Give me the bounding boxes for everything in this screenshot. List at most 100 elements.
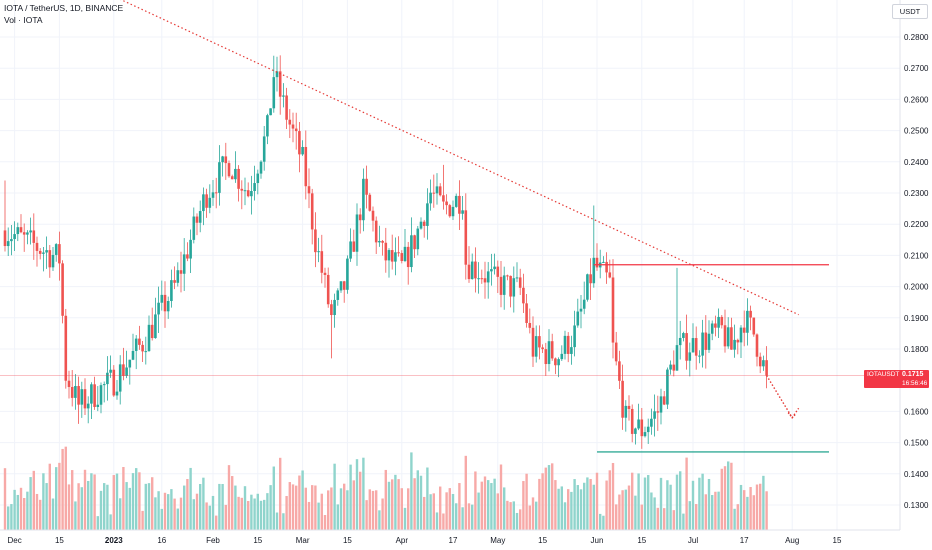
volume-bar xyxy=(691,480,695,530)
candle-body xyxy=(298,131,301,155)
volume-bar xyxy=(643,477,647,530)
candle-body xyxy=(147,324,151,352)
volume-bar xyxy=(707,478,711,530)
volume-bar xyxy=(45,483,48,530)
volume-bar xyxy=(176,508,179,530)
candle-body xyxy=(243,190,247,192)
candle-body xyxy=(602,261,605,263)
candle-body xyxy=(154,314,157,339)
candle-body xyxy=(682,333,685,338)
volume-bar xyxy=(423,496,426,530)
candle-body xyxy=(614,342,618,362)
candle-body xyxy=(755,334,759,357)
candle-body xyxy=(554,358,557,366)
candle-body xyxy=(538,336,541,348)
volume-bar xyxy=(560,486,563,530)
candle-body xyxy=(202,194,205,212)
volume-bar xyxy=(435,512,439,530)
candle-body xyxy=(573,325,576,348)
time-tick-label: Aug xyxy=(785,536,799,545)
volume-bar xyxy=(679,471,682,530)
time-tick-label: Jun xyxy=(591,536,604,545)
volume-bar xyxy=(179,497,183,530)
candle-body xyxy=(752,317,756,335)
candle-body xyxy=(710,323,714,334)
price-axis[interactable]: 0.2800 0.2700 0.2600 0.2500 0.2400 0.2300 0.22… xyxy=(904,33,929,510)
candle-body xyxy=(333,299,336,316)
candle-body xyxy=(304,146,308,187)
volume-bar xyxy=(659,477,663,530)
candle-body xyxy=(410,235,413,268)
price-tick-label: 0.2800 xyxy=(904,33,929,42)
time-tick-label: 17 xyxy=(449,536,458,545)
candle-body xyxy=(691,338,695,353)
candle-body xyxy=(566,335,570,354)
candle-body xyxy=(192,216,196,240)
candle-body xyxy=(480,278,484,280)
volume-bar xyxy=(151,477,154,530)
volume-bar xyxy=(599,513,602,530)
candle-body xyxy=(352,241,356,252)
volume-bar xyxy=(202,477,205,530)
candle-body xyxy=(83,389,87,409)
candle-body xyxy=(26,232,29,235)
volume-bar xyxy=(688,501,691,530)
candle-body xyxy=(746,310,749,333)
candle-body xyxy=(650,418,653,427)
volume-bar xyxy=(551,463,554,530)
volume-bar xyxy=(199,484,202,530)
candle-body xyxy=(688,352,692,361)
candle-body xyxy=(643,432,647,437)
volume-bar xyxy=(752,495,755,530)
volume-bar xyxy=(541,473,544,530)
candle-body xyxy=(195,216,199,223)
volume-bar xyxy=(403,507,407,530)
candle-body xyxy=(381,240,384,243)
candle-body xyxy=(307,186,311,194)
candle-body xyxy=(358,214,362,221)
volume-bar xyxy=(595,472,599,530)
volume-bar xyxy=(371,490,375,530)
volume-bar xyxy=(259,500,263,530)
time-axis[interactable]: Dec 15 2023 16 Feb 15 Mar 15 Apr 17 May 15 Jun 15 Jul 1… xyxy=(7,536,842,545)
candle-body xyxy=(291,124,295,129)
time-tick-label: 15 xyxy=(538,536,547,545)
candle-body xyxy=(416,228,420,250)
candle-body xyxy=(493,266,496,270)
candle-body xyxy=(61,263,64,316)
candle-body xyxy=(762,360,765,367)
volume-bar xyxy=(141,510,144,530)
candle-body xyxy=(38,250,42,254)
volume-bar xyxy=(432,493,435,530)
volume-bar xyxy=(503,487,506,530)
volume-bar xyxy=(733,508,736,530)
volume-bar xyxy=(714,491,717,530)
volume-bar xyxy=(282,513,285,530)
volume-bar xyxy=(570,491,573,530)
price-tick-label: 0.1400 xyxy=(904,470,929,479)
candle-body xyxy=(205,194,208,208)
volume-bar xyxy=(618,494,621,530)
time-tick-label: Apr xyxy=(396,536,409,545)
currency-button[interactable]: USDT xyxy=(892,4,928,19)
candle-body xyxy=(390,250,394,262)
volume-bar xyxy=(746,496,749,530)
volume-bar xyxy=(314,485,317,530)
candle-body xyxy=(211,192,215,198)
candle-body xyxy=(640,419,644,437)
candle-body xyxy=(646,426,650,433)
volume-bar xyxy=(480,481,483,530)
volume-bar xyxy=(339,488,343,530)
candle-body xyxy=(518,277,522,288)
candle-body xyxy=(595,257,599,268)
volume-bar xyxy=(275,512,279,530)
candle-body xyxy=(486,271,490,283)
candle-body xyxy=(118,364,122,392)
volume-bar xyxy=(189,467,192,530)
candle-body xyxy=(256,173,260,184)
candle-body xyxy=(442,195,445,202)
candle-body xyxy=(374,220,378,243)
volume-bar xyxy=(263,499,266,530)
volume-bar xyxy=(29,477,32,530)
